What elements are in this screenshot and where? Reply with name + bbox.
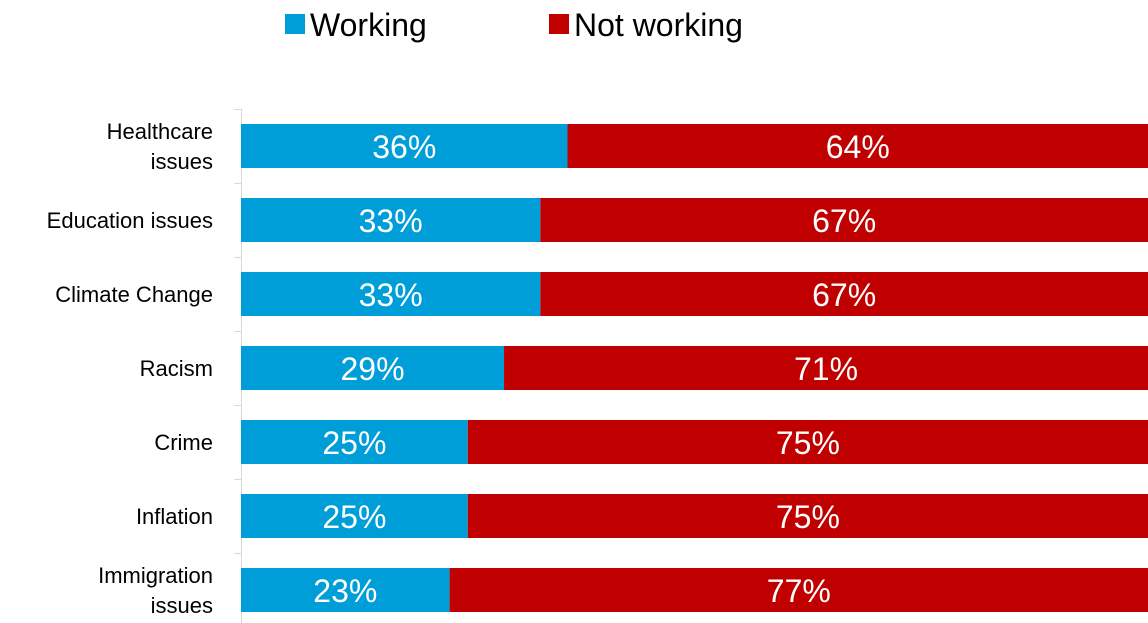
category-label-racism: Racism <box>140 356 213 381</box>
bar-working-climate-change <box>241 272 541 316</box>
legend-label-working: Working <box>310 7 427 43</box>
bar-working-immigration-issues <box>241 568 450 612</box>
bar-not-working-racism <box>504 346 1148 390</box>
value-label-not-working-crime: 75% <box>776 425 840 461</box>
value-label-working-climate-change: 33% <box>359 277 423 313</box>
value-label-not-working-immigration-issues: 77% <box>767 573 831 609</box>
bar-not-working-crime <box>467 420 1148 464</box>
value-label-working-inflation: 25% <box>322 499 386 535</box>
category-label-inflation: Inflation <box>136 504 213 529</box>
bar-not-working-immigration-issues <box>449 568 1148 612</box>
bar-not-working-healthcare-issues <box>567 124 1148 168</box>
value-label-not-working-racism: 71% <box>794 351 858 387</box>
category-label-climate-change: Climate Change <box>55 282 213 307</box>
legend: Working Not working <box>285 7 743 43</box>
bar-working-crime <box>241 420 468 464</box>
category-label-crime: Crime <box>154 430 213 455</box>
legend-swatch-not-working <box>549 14 569 34</box>
bar-not-working-education-issues <box>540 198 1148 242</box>
bar-working-education-issues <box>241 198 541 242</box>
bar-working-healthcare-issues <box>241 124 568 168</box>
category-axis: Healthcare issues Education issues Climate … <box>47 109 242 623</box>
bar-not-working-inflation <box>467 494 1148 538</box>
value-label-working-racism: 29% <box>340 351 404 387</box>
bar-working-racism <box>241 346 505 390</box>
value-label-working-education-issues: 33% <box>359 203 423 239</box>
value-label-not-working-inflation: 75% <box>776 499 840 535</box>
bar-working-inflation <box>241 494 468 538</box>
category-label-immigration-issues: Immigration issues <box>98 563 213 618</box>
legend-label-not-working: Not working <box>574 7 743 43</box>
value-label-working-healthcare-issues: 36% <box>372 129 436 165</box>
category-label-education-issues: Education issues <box>47 208 213 233</box>
value-label-working-immigration-issues: 23% <box>313 573 377 609</box>
value-label-not-working-education-issues: 67% <box>812 203 876 239</box>
value-label-not-working-healthcare-issues: 64% <box>826 129 890 165</box>
value-label-working-crime: 25% <box>322 425 386 461</box>
category-label-healthcare-issues: Healthcare issues <box>107 119 213 174</box>
legend-swatch-working <box>285 14 305 34</box>
value-label-not-working-climate-change: 67% <box>812 277 876 313</box>
plot-area: 36% 64% 33% 67% 33% 67% 29% 71% 25% 75% 25% 75% 23% 7… <box>241 124 1148 612</box>
bar-not-working-climate-change <box>540 272 1148 316</box>
